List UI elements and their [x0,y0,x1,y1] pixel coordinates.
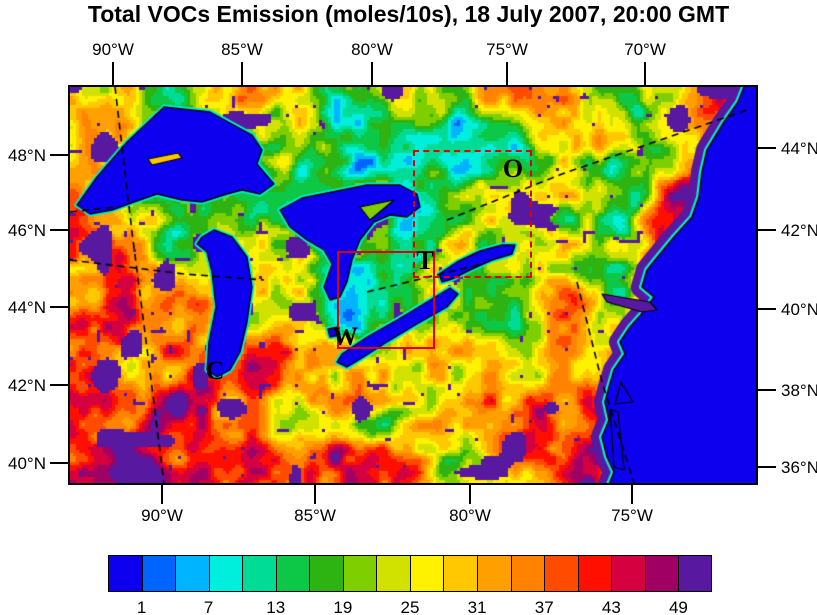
solid-red-box [337,251,435,349]
left-axis-tick [50,154,68,156]
city-marker-C: C [205,355,225,385]
left-axis-tick [50,229,68,231]
top-axis-tick [241,62,243,85]
right-axis-tick-label: 42°N [781,221,817,240]
bottom-axis-tick-label: 85°W [294,506,336,525]
top-axis-tick [506,62,508,85]
left-axis-tick-label: 44°N [8,298,46,317]
bottom-axis-tick-label: 80°W [449,506,491,525]
right-axis-tick-label: 40°N [781,300,817,319]
top-axis-tick [644,62,646,85]
dashed-red-box [413,150,532,278]
bottom-axis-tick-label: 75°W [611,506,653,525]
top-axis-tick-label: 80°W [351,40,393,59]
left-axis-tick [50,306,68,308]
left-axis-tick-label: 46°N [8,221,46,240]
right-axis-tick [758,389,776,391]
colorbar-tick-label: 1 [136,598,147,615]
left-axis-tick [50,384,68,386]
top-axis-tick [112,62,114,85]
colorbar-cell [175,555,209,592]
colorbar-cell [409,555,444,592]
right-axis-tick [758,147,776,149]
colorbar-cell [577,555,612,592]
colorbar-tick-label: 49 [668,598,688,615]
bottom-axis-tick-label: 90°W [141,506,183,525]
right-axis-tick [758,308,776,310]
colorbar-cell [342,555,377,592]
colorbar-cell [108,555,142,592]
left-axis-tick [50,462,68,464]
colorbar-cell [309,555,343,592]
colorbar-tick-label: 31 [467,598,487,615]
colorbar-tick-label: 13 [266,598,286,615]
colorbar-cell [443,555,478,592]
colorbar-cell [644,555,679,592]
top-axis-tick-label: 75°W [486,40,528,59]
colorbar-tick-label: 43 [601,598,621,615]
colorbar-cell [611,555,645,592]
top-axis-tick-label: 90°W [92,40,134,59]
left-axis-tick-label: 48°N [8,146,46,165]
colorbar-cell [510,555,545,592]
colorbar-tick-label: 19 [333,598,353,615]
right-axis-tick-label: 44°N [781,139,817,158]
bottom-axis-tick [631,485,633,504]
bottom-axis-tick [161,485,163,504]
right-axis-tick-label: 36°N [781,458,817,477]
bottom-axis-tick [314,485,316,504]
right-axis-tick-label: 38°N [781,381,817,400]
colorbar-cell [275,555,310,592]
city-marker-T: T [416,245,434,275]
top-axis-tick-label: 85°W [221,40,263,59]
city-marker-W: W [332,321,358,351]
colorbar-cell [242,555,276,592]
colorbar-cell [544,555,578,592]
figure-title: Total VOCs Emission (moles/10s), 18 July… [87,1,730,27]
city-marker-O: O [502,153,524,183]
colorbar-cell [141,555,176,592]
colorbar [108,555,712,592]
right-axis-tick [758,229,776,231]
top-axis-tick-label: 70°W [624,40,666,59]
left-axis-tick-label: 42°N [8,376,46,395]
colorbar-tick-label: 37 [534,598,554,615]
bottom-axis-tick [469,485,471,504]
colorbar-cell [477,555,511,592]
colorbar-tick-label: 7 [203,598,214,615]
top-axis-tick [371,62,373,85]
right-axis-tick [758,466,776,468]
left-axis-tick-label: 40°N [8,454,46,473]
colorbar-cell [208,555,243,592]
colorbar-cell [376,555,410,592]
colorbar-tick-label: 25 [400,598,420,615]
colorbar-cell [678,555,712,592]
